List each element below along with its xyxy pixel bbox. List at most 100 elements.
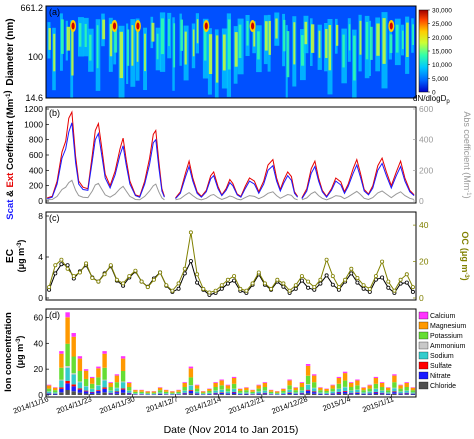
legend-swatch (418, 381, 429, 390)
y-tick-label: 1200 (24, 104, 43, 114)
ion-bar-segment (373, 383, 379, 389)
y-tick-label: 0 (38, 293, 43, 303)
panel-c-marker (59, 257, 64, 262)
ion-bar-segment (96, 385, 101, 386)
ion-bar-segment (305, 375, 311, 385)
ion-bar-segment (250, 390, 255, 392)
ion-bar-segment (287, 385, 292, 390)
ion-bar-segment (188, 368, 194, 378)
y-tick-label: 4 (38, 252, 43, 262)
panel-c-marker (195, 280, 200, 285)
ion-bar-segment (96, 393, 101, 396)
panel-c-marker (324, 273, 329, 278)
ion-bar-segment (225, 384, 231, 386)
panel-c-marker (195, 272, 200, 277)
heatmap-plumes (47, 12, 414, 98)
ion-bar-segment (392, 391, 397, 393)
ion-bar-segment (77, 358, 83, 372)
panel-c-marker (53, 271, 58, 276)
heatmap-plume-core (286, 31, 290, 78)
ion-bar-segment (336, 389, 342, 392)
ion-bar-segment (349, 394, 354, 395)
panel-c-marker (59, 262, 64, 267)
colorbar-label-sub: p (446, 99, 450, 105)
heatmap-plume-core (370, 26, 373, 60)
x-tick-label: 2014/12/28 (270, 394, 308, 415)
ion-bar-segment (293, 393, 298, 395)
heatmap-hotspot-center (251, 22, 255, 30)
ion-bar-segment (342, 391, 348, 394)
ion-bar-segment (268, 393, 274, 395)
ion-bar-segment (355, 385, 360, 390)
panel-c-left-ticks: 0 4 8 (38, 211, 49, 303)
ion-bar-segment (361, 392, 366, 394)
panel-c-marker (84, 261, 89, 266)
ion-bar-segment (299, 393, 305, 395)
panel-a: (a) 661.2 100 14.6 Diameter (nm) 0 5,000 1… (5, 3, 452, 105)
ion-bar-segment (127, 390, 132, 393)
ion-bar-segment (379, 387, 385, 391)
panel-b-ylabel-left: Scat & Ext Coefficient (Mm-1) (2, 90, 16, 219)
ion-bar-segment (108, 382, 113, 383)
y-tick-label: 800 (29, 135, 43, 145)
ion-bar-segment (157, 393, 163, 395)
ion-bar-segment (231, 376, 237, 378)
panel-c-label: (c) (49, 213, 60, 223)
panel-c-marker (299, 274, 304, 279)
ion-bar-segment (281, 392, 286, 394)
heatmap-plume-core (365, 21, 369, 60)
panel-c-marker (269, 286, 274, 291)
heatmap-plume-core (311, 24, 315, 53)
ion-bar-segment (349, 382, 354, 388)
ion-bar-segment (275, 391, 280, 393)
panel-a-label: (a) (49, 7, 60, 17)
panel-b-ylabel-right-tail: ) (462, 196, 472, 199)
ion-bar-segment (120, 382, 126, 389)
ion-bar-segment (312, 393, 317, 396)
panel-c-marker (96, 279, 101, 284)
ion-bar-segment (398, 394, 403, 396)
heatmap-plume-core (293, 22, 296, 65)
ion-bar-segment (349, 382, 354, 383)
heatmap-plume-core (203, 24, 207, 61)
panel-c-marker (293, 283, 298, 288)
panel-d-left-ticks: 0 20 40 60 (34, 312, 49, 400)
ion-bar-segment (96, 390, 101, 392)
ion-bar-segment (244, 390, 249, 393)
heatmap-plume-core (114, 25, 118, 53)
y-tick-label: 600 (29, 150, 43, 160)
ion-bar-segment (176, 390, 181, 392)
x-axis-title: Date (Nov 2014 to Jan 2015) (164, 424, 299, 436)
ion-bar-segment (102, 367, 107, 380)
ion-bar-segment (71, 356, 76, 374)
ion-bar-segment (53, 390, 58, 393)
heatmap-ytick-mid: 100 (28, 52, 43, 62)
ion-bar-segment (108, 393, 113, 395)
ion-bar-segment (293, 387, 298, 391)
y-tick-label: 0 (38, 196, 43, 206)
ion-bar-segment (219, 389, 224, 393)
ion-bar-segment (324, 394, 329, 395)
heatmap-plume-core (48, 28, 51, 50)
ion-bar-segment (256, 388, 261, 392)
ion-bar-segment (46, 388, 52, 392)
ion-bar-segment (305, 365, 311, 376)
ion-bar-segment (225, 391, 231, 394)
ion-bar-segment (188, 377, 194, 386)
ion-bar-segment (410, 390, 416, 393)
ion-bar-segment (256, 385, 261, 389)
ion-bar-segment (373, 392, 379, 394)
ion-bar-segment (231, 391, 237, 393)
panel-c-ylabel-left-unit: (μg m-3) (16, 240, 26, 273)
ion-bar-segment (373, 378, 379, 384)
ion-bar-segment (71, 373, 76, 375)
heatmap-plume-core (304, 21, 308, 45)
panel-c-marker (410, 289, 415, 294)
ion-bar-segment (281, 391, 286, 393)
heatmap-plume-core (402, 30, 404, 50)
ion-bar-segment (386, 390, 391, 393)
ion-bar-segment (398, 384, 403, 386)
panel-c-marker (201, 286, 206, 291)
ion-bar-segment (330, 388, 335, 392)
